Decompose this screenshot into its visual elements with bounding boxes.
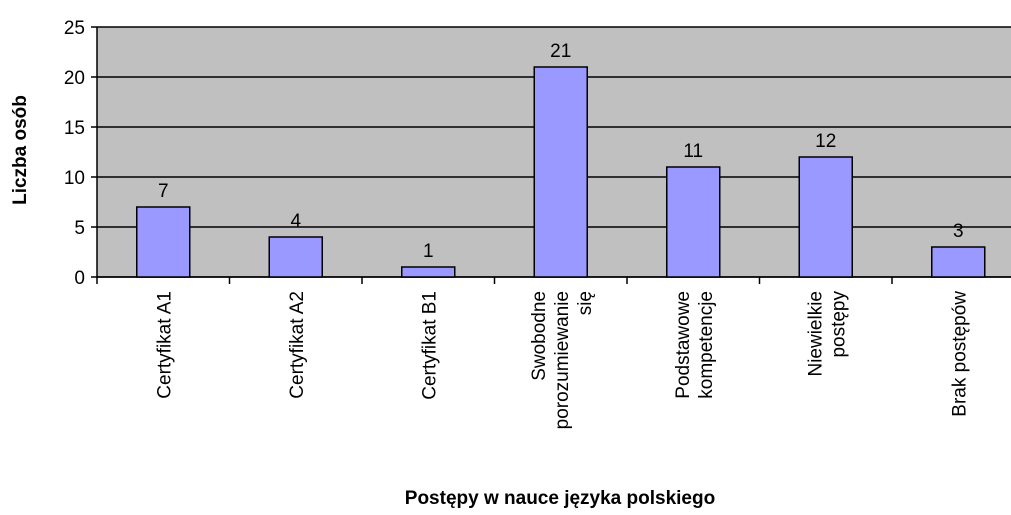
x-tick-label: Brak postępów xyxy=(949,291,970,417)
bar xyxy=(798,156,853,278)
data-label: 3 xyxy=(953,221,964,242)
x-tick-label: Podstawowe kompetencje xyxy=(673,291,717,404)
x-tick-label: Certyfikat A2 xyxy=(287,291,308,399)
data-label: 7 xyxy=(158,181,169,202)
x-tick-label: Swobodne porozumiewanie się xyxy=(529,291,596,435)
bar xyxy=(931,246,986,278)
bar xyxy=(666,166,721,278)
bar xyxy=(268,236,323,278)
data-label: 12 xyxy=(815,131,836,152)
bar xyxy=(533,66,588,278)
bar xyxy=(136,206,191,278)
bar xyxy=(401,266,456,278)
y-tick-label: 0 xyxy=(74,268,85,289)
data-label: 4 xyxy=(290,211,301,232)
x-tick-label: Certyfikat A1 xyxy=(154,291,175,399)
y-tick-label: 20 xyxy=(64,68,85,89)
x-tick-label: Certyfikat B1 xyxy=(419,291,440,400)
y-tick-label: 25 xyxy=(64,18,85,39)
x-tick-label: Niewielkie postępy xyxy=(805,291,849,377)
y-axis-title: Liczba osób xyxy=(10,95,31,205)
y-tick-label: 15 xyxy=(64,118,85,139)
y-tick-label: 10 xyxy=(64,168,85,189)
x-axis-title: Postępy w nauce języka polskiego xyxy=(405,488,715,509)
data-label: 1 xyxy=(423,241,434,262)
data-label: 11 xyxy=(683,141,703,162)
data-label: 21 xyxy=(550,41,571,62)
y-tick-label: 5 xyxy=(74,218,85,239)
